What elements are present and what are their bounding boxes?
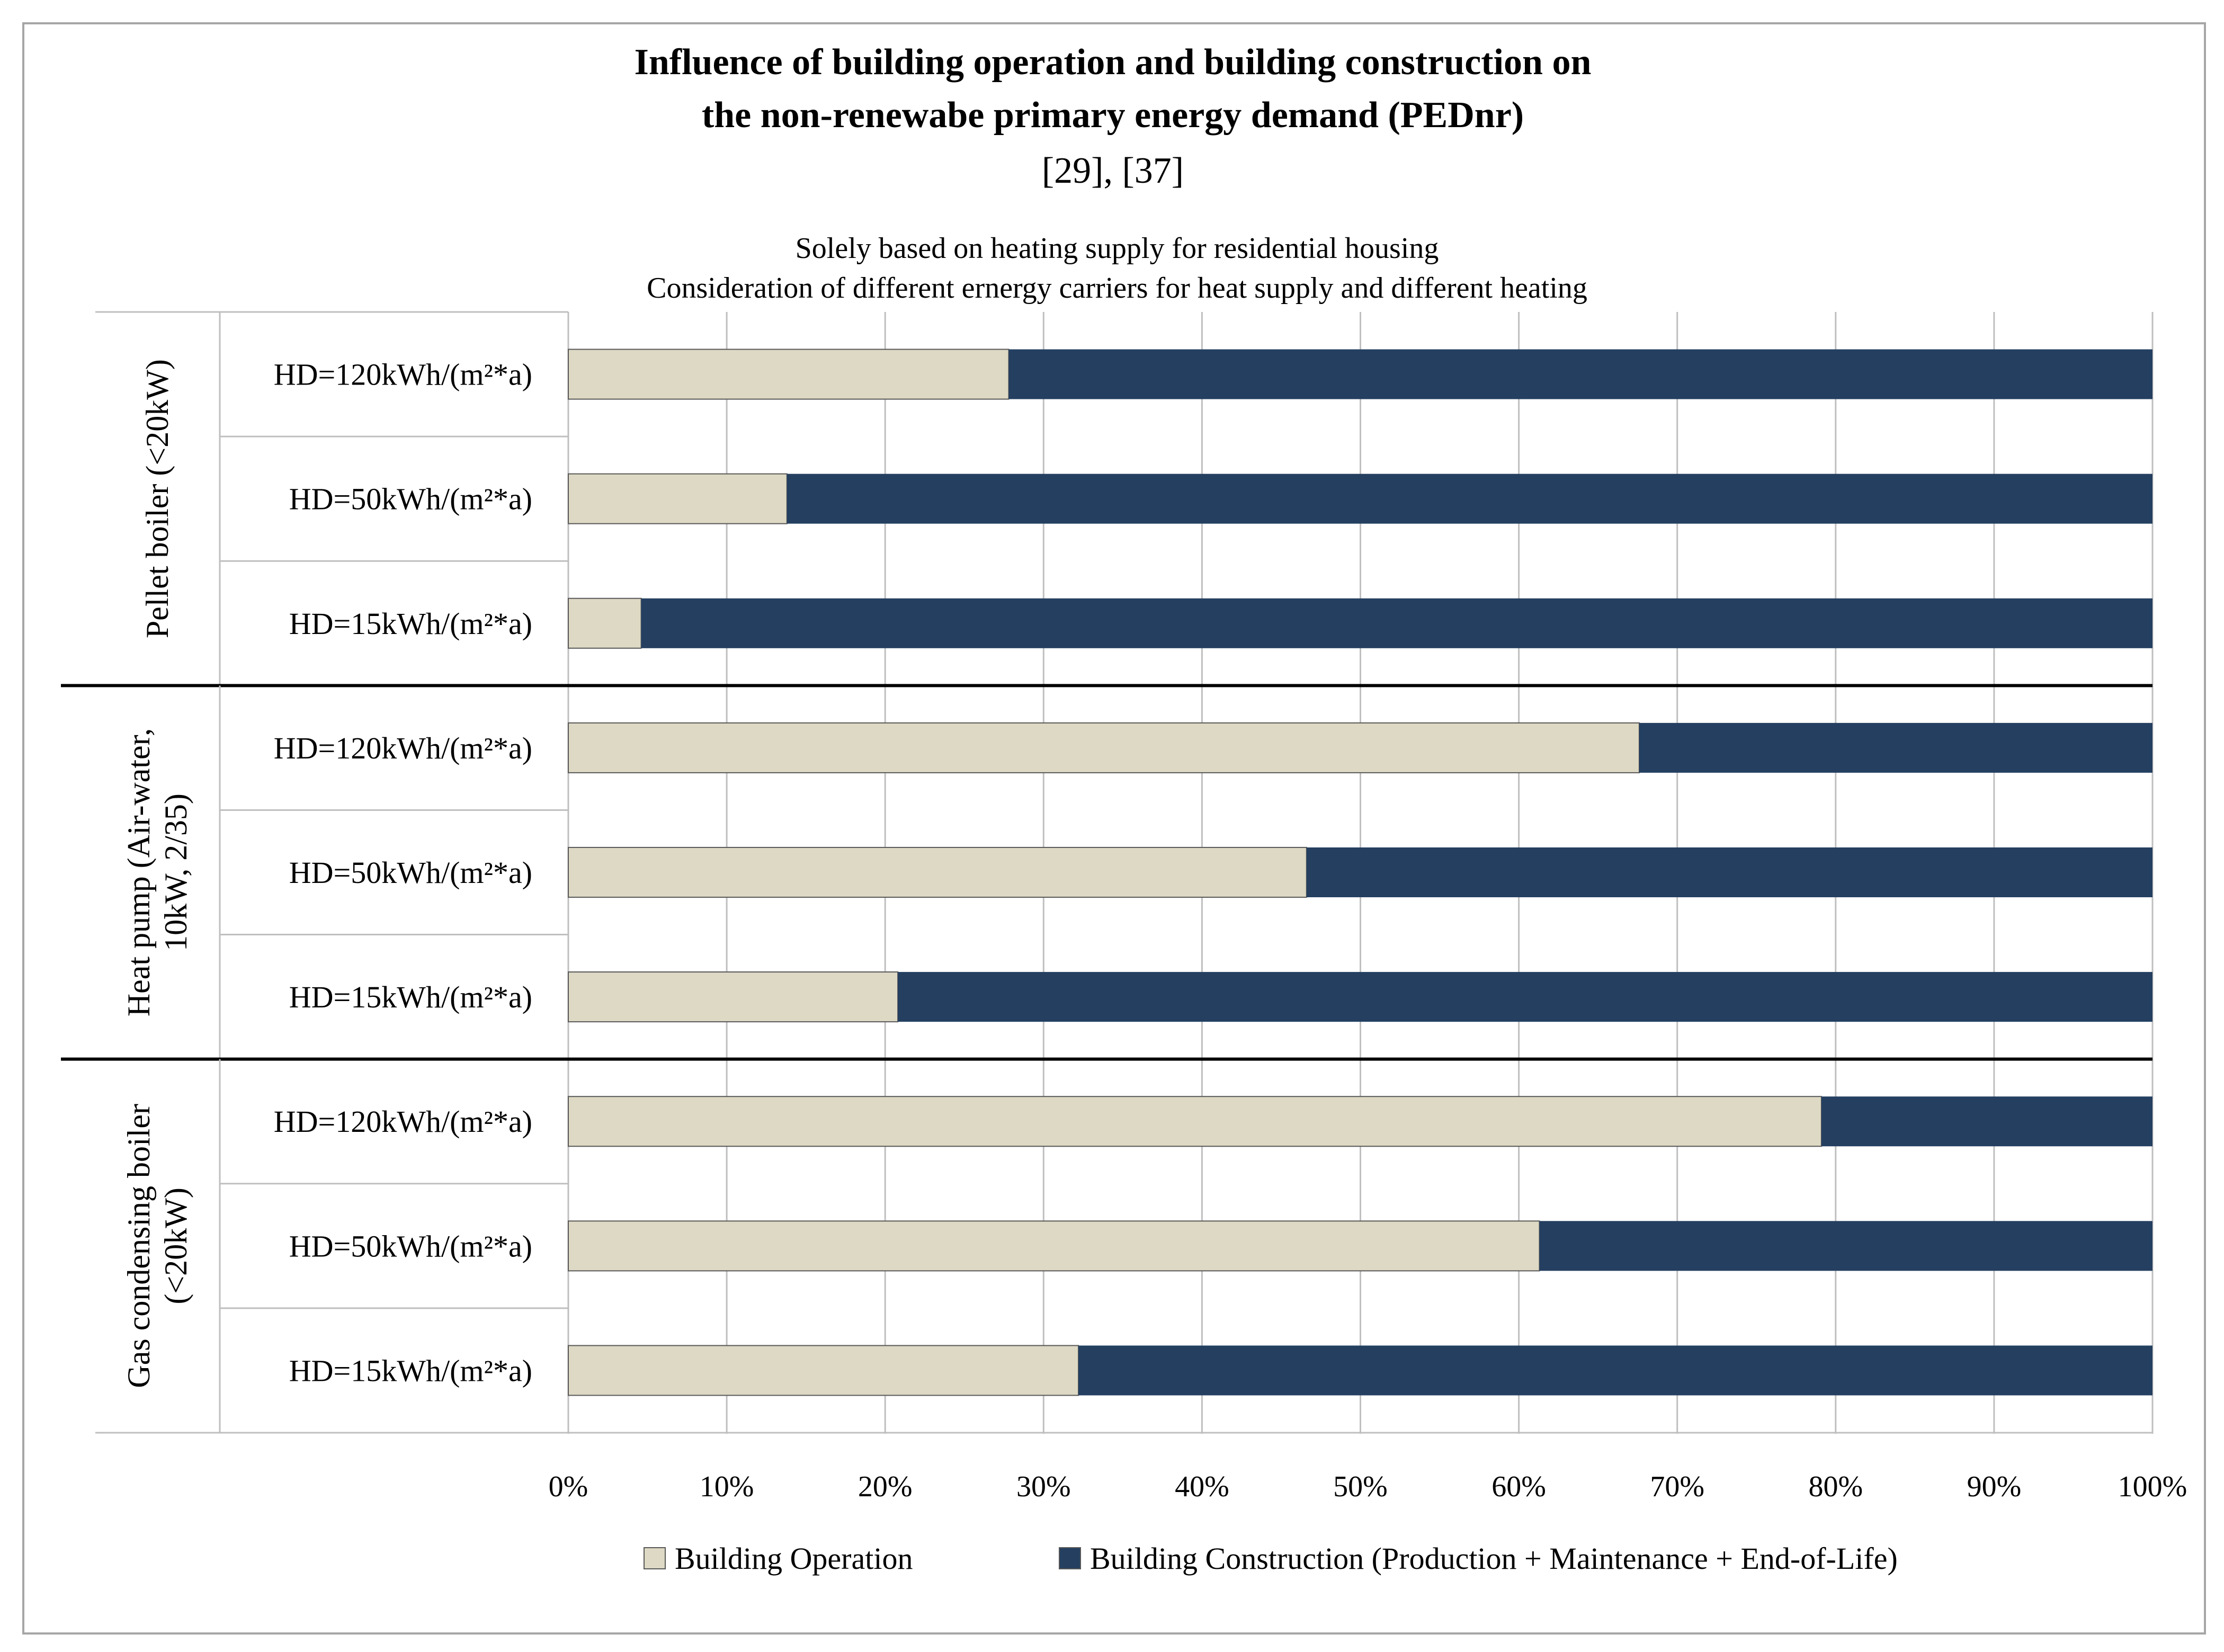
bar-building-operation — [568, 597, 642, 649]
bar-building-operation — [568, 1096, 1822, 1147]
category-label: HD=15kWh/(m²*a) — [289, 980, 532, 1014]
chart-title-refs: [29], [37] — [1042, 150, 1184, 191]
category-label: HD=15kWh/(m²*a) — [289, 606, 532, 641]
x-tick-label: 50% — [1333, 1470, 1388, 1503]
bar-building-operation — [568, 846, 1307, 898]
x-tick-label: 20% — [858, 1470, 913, 1503]
legend-label-building-operation: Building Operation — [675, 1541, 913, 1576]
chart-title-line-1: Influence of building operation and buil… — [635, 42, 1592, 83]
bar-building-operation — [568, 349, 1010, 400]
category-axis: HD=120kWh/(m²*a) HD=50kWh/(m²*a) HD=15kWh/… — [61, 311, 2152, 1434]
chart-subtitle-line-1: Solely based on heating supply for resid… — [796, 232, 1439, 265]
legend-swatch-building-operation — [644, 1547, 666, 1569]
bar-building-construction — [1008, 349, 2152, 399]
bar-building-operation — [568, 473, 788, 524]
x-tick-label: 60% — [1491, 1470, 1546, 1503]
bar-building-construction — [1539, 1221, 2152, 1271]
bar-building-construction — [1078, 1345, 2152, 1396]
bar-building-operation — [568, 1345, 1079, 1396]
bar-building-construction — [1821, 1096, 2152, 1147]
bar-building-operation — [568, 1220, 1540, 1272]
group-label: Heat pump (Air-water, — [121, 728, 156, 1017]
chart-subtitle-line-2: Consideration of different ernergy carri… — [647, 272, 1587, 305]
bar-building-construction — [1306, 847, 2152, 898]
x-tick-label: 30% — [1016, 1470, 1071, 1503]
bar-building-construction — [898, 972, 2153, 1022]
group-label: 10kW, 2/35) — [158, 793, 193, 951]
legend-swatch-building-construction — [1059, 1547, 1081, 1569]
x-tick-label: 10% — [700, 1470, 754, 1503]
bar-building-operation — [568, 722, 1640, 773]
x-tick-label: 80% — [1808, 1470, 1863, 1503]
bar-building-operation — [568, 971, 899, 1023]
bar-building-construction — [787, 474, 2152, 524]
x-tick-label: 100% — [2118, 1470, 2187, 1503]
category-label: HD=120kWh/(m²*a) — [274, 731, 532, 765]
x-tick-label: 40% — [1175, 1470, 1229, 1503]
group-label: Pellet boiler (<20kW) — [140, 359, 175, 638]
category-label: HD=15kWh/(m²*a) — [289, 1353, 532, 1388]
legend: Building Operation Building Construction … — [644, 1541, 1898, 1576]
legend-label-building-construction: Building Construction (Production + Main… — [1090, 1541, 1898, 1576]
group-label: Gas condensing boiler — [121, 1104, 156, 1388]
bar-building-construction — [1639, 722, 2152, 773]
group-label: (<20kW) — [158, 1187, 193, 1304]
chart-title-line-2: the non-renewabe primary energy demand (… — [702, 95, 1524, 136]
x-tick-label: 90% — [1967, 1470, 2022, 1503]
x-tick-label: 0% — [549, 1470, 588, 1503]
bars — [568, 349, 2153, 1396]
x-tick-label: 70% — [1650, 1470, 1704, 1503]
category-label: HD=120kWh/(m²*a) — [274, 358, 532, 392]
x-axis-tick-labels: 0% 10% 20% 30% 40% 50% 60% 70% 80% 90% 100% — [549, 1470, 2187, 1503]
category-label: HD=50kWh/(m²*a) — [289, 1229, 532, 1263]
category-label: HD=50kWh/(m²*a) — [289, 482, 532, 516]
bar-building-construction — [641, 598, 2153, 648]
category-label: HD=50kWh/(m²*a) — [289, 855, 532, 890]
category-label: HD=120kWh/(m²*a) — [274, 1104, 532, 1139]
